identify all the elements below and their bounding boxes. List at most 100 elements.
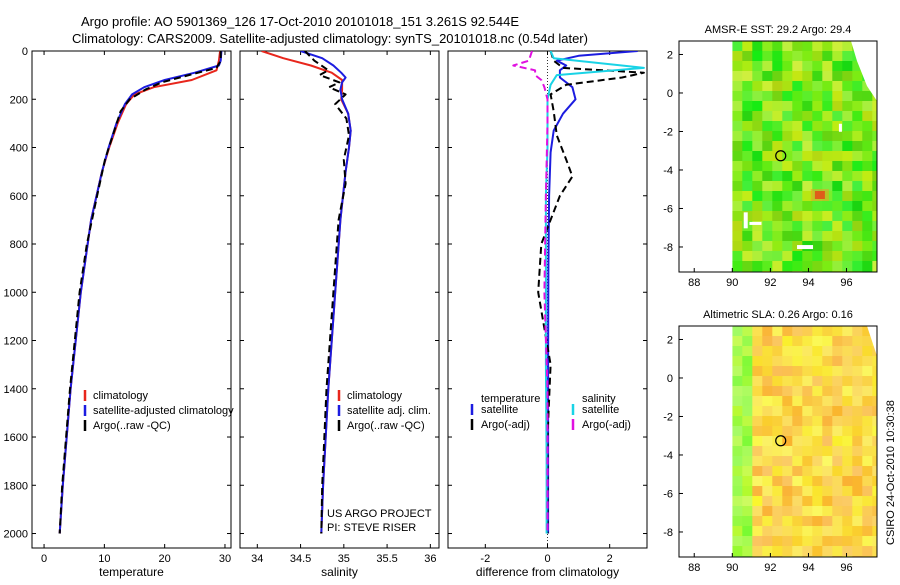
map-cell (862, 406, 873, 417)
map-cell (772, 476, 783, 487)
map-cell (752, 191, 763, 202)
map-cell (872, 546, 877, 557)
map-cell (732, 506, 743, 517)
map-cell (872, 346, 877, 357)
map-cell (742, 376, 753, 387)
map-cell (752, 436, 763, 447)
map-cell (752, 151, 763, 162)
depth-tick-label: 0 (22, 46, 28, 58)
map-cell (732, 161, 743, 172)
map-cell (832, 241, 843, 252)
map-cell (822, 261, 833, 272)
map-cell (822, 221, 833, 232)
map-cell (802, 346, 813, 357)
map-cell (812, 61, 823, 72)
map-cell (812, 131, 823, 142)
map-cell (812, 376, 823, 387)
map-cell (732, 406, 743, 417)
sst-map-xtick-label: 96 (840, 277, 852, 289)
map-cell (732, 221, 743, 232)
map-cell (782, 556, 793, 557)
map-cell (802, 111, 813, 122)
map-cell (842, 386, 853, 397)
map-cell (752, 466, 763, 477)
map-cell (852, 476, 863, 487)
map-cell (832, 446, 843, 457)
sla-map-xtick-label: 90 (726, 562, 738, 574)
map-cell (762, 261, 773, 272)
map-cell (742, 201, 753, 212)
map-cell (802, 51, 813, 62)
map-cell (832, 396, 843, 407)
map-cell (752, 91, 763, 102)
map-cell (792, 91, 803, 102)
map-cell (742, 81, 753, 92)
map-cell (772, 231, 783, 242)
map-cell (822, 536, 833, 547)
map-cell (782, 211, 793, 222)
map-cell (782, 41, 793, 52)
map-cell (742, 101, 753, 112)
map-cell (772, 416, 783, 427)
map-cell (812, 366, 823, 377)
map-cell (742, 41, 753, 52)
map-cell (762, 486, 773, 497)
map-cell (872, 386, 877, 397)
map-cell (782, 131, 793, 142)
map-cell (792, 191, 803, 202)
map-cell (782, 526, 793, 537)
map-cell (752, 416, 763, 427)
map-cell (812, 71, 823, 82)
map-cell (872, 181, 877, 192)
map-cell (842, 141, 853, 152)
map-cell (792, 486, 803, 497)
map-cell (862, 366, 873, 377)
map-cell (762, 151, 773, 162)
map-cell (832, 406, 843, 417)
map-cell (792, 326, 803, 337)
map-cell (842, 261, 853, 272)
map-cell (772, 536, 783, 547)
map-cell (812, 151, 823, 162)
map-cell (812, 241, 823, 252)
sst-map-xtick-label: 94 (802, 277, 814, 289)
map-cell (872, 191, 877, 202)
map-cell (792, 251, 803, 262)
map-cell (752, 346, 763, 357)
map-cell (832, 336, 843, 347)
map-cell (842, 326, 853, 337)
map-cell (842, 486, 853, 497)
map-cell (782, 386, 793, 397)
map-cell (852, 171, 863, 182)
map-cell (832, 416, 843, 427)
map-cell (782, 436, 793, 447)
map-cell (832, 356, 843, 367)
map-cell (812, 466, 823, 477)
map-cell (832, 161, 843, 172)
map-cell (842, 526, 853, 537)
map-cell (792, 346, 803, 357)
map-cell (732, 526, 743, 537)
map-cell (782, 111, 793, 122)
map-cell (772, 336, 783, 347)
missing-data (838, 123, 842, 132)
map-cell (782, 71, 793, 82)
map-cell (862, 201, 873, 212)
map-cell (862, 171, 873, 182)
map-cell (812, 181, 823, 192)
map-cell (862, 241, 873, 252)
map-cell (792, 111, 803, 122)
map-cell (822, 386, 833, 397)
map-cell (792, 446, 803, 457)
map-cell (762, 336, 773, 347)
map-cell (752, 366, 763, 377)
map-cell (742, 111, 753, 122)
map-cell (862, 416, 873, 427)
map-cell (812, 91, 823, 102)
legend-title-salinity: salinity (582, 393, 616, 405)
map-cell (832, 546, 843, 557)
map-cell (872, 231, 877, 242)
map-cell (822, 51, 833, 62)
map-cell (742, 326, 753, 337)
map-cell (752, 51, 763, 62)
